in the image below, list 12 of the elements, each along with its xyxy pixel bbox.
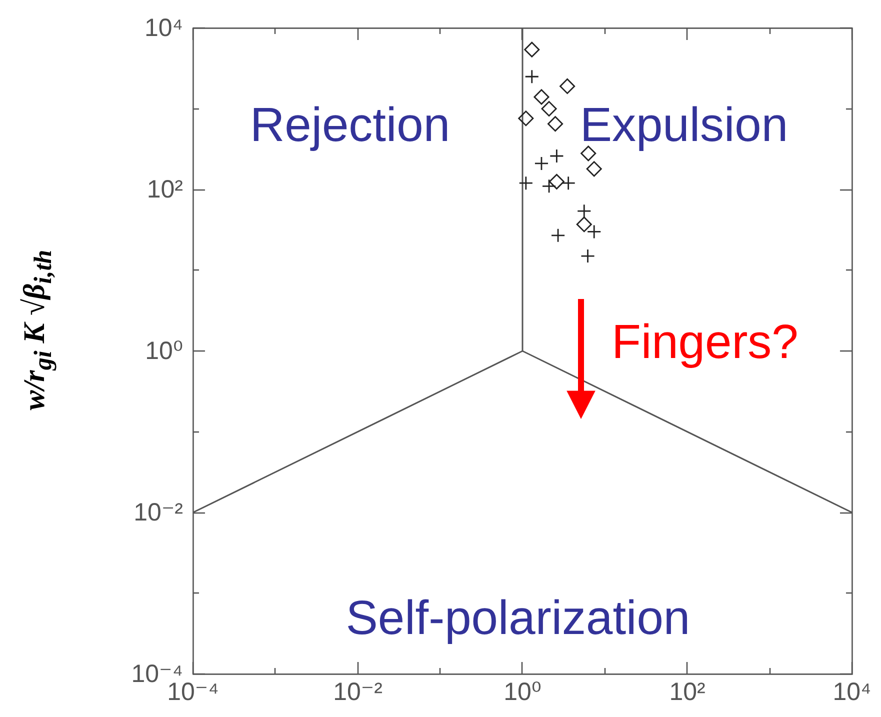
x-tick-label: 10⁴ bbox=[832, 678, 872, 706]
annotation: Rejection bbox=[250, 99, 450, 152]
y-tick-label: 10⁰ bbox=[145, 337, 183, 365]
x-tick-label: 10⁰ bbox=[504, 678, 542, 706]
annotation: Self-polarization bbox=[346, 592, 690, 645]
annotation: Expulsion bbox=[580, 99, 788, 152]
x-tick-label: 10² bbox=[669, 678, 706, 706]
y-tick-label: 10⁴ bbox=[144, 14, 183, 42]
y-tick-label: 10² bbox=[146, 176, 183, 204]
annotation: Fingers? bbox=[612, 316, 798, 369]
x-tick-label: 10⁻² bbox=[333, 678, 382, 706]
y-tick-label: 10⁻² bbox=[134, 498, 183, 526]
